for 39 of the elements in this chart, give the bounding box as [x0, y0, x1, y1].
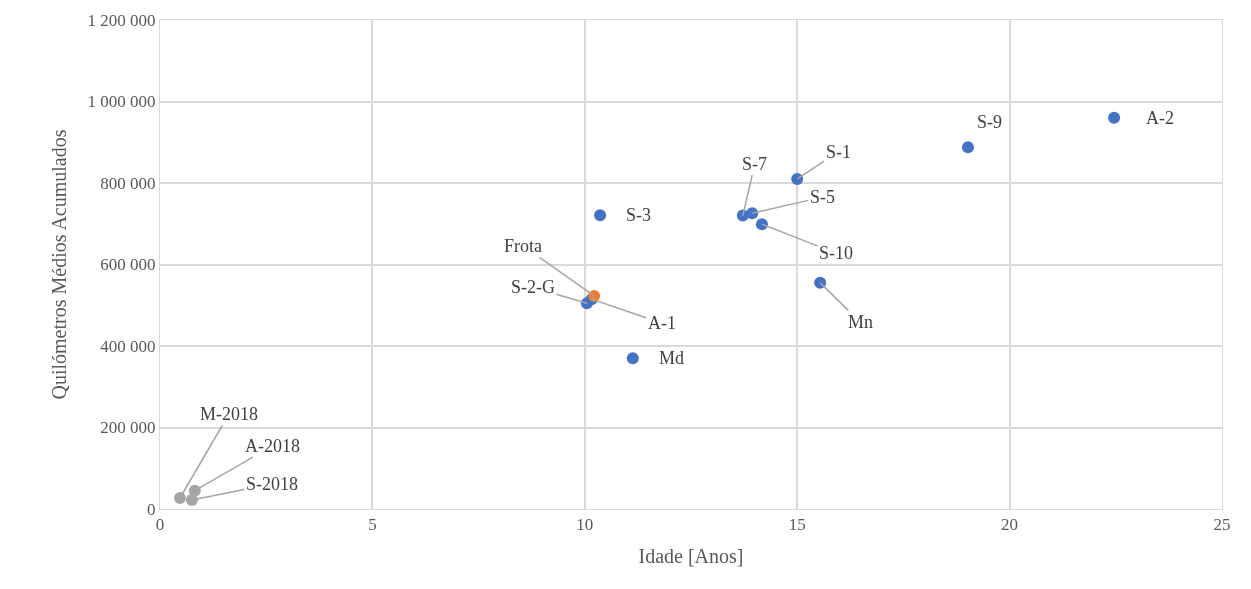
- y-tick-label: 1 200 000: [87, 10, 156, 30]
- y-tick-label: 800 000: [100, 173, 156, 193]
- y-tick-label: 200 000: [100, 418, 156, 438]
- annotation: S-1: [826, 142, 852, 162]
- point: [755, 218, 768, 231]
- x-tick-label: 5: [368, 515, 377, 535]
- y-tick-label: 0: [147, 499, 156, 519]
- annotation: A-2: [1146, 108, 1174, 128]
- annotation: Md: [659, 348, 685, 368]
- point: [791, 172, 804, 185]
- annotation: Mn: [848, 312, 874, 332]
- x-tick-label: 20: [1001, 515, 1019, 535]
- point: [961, 141, 974, 154]
- y-tick-label: 1 000 000: [87, 92, 156, 112]
- annotation: A-2018: [245, 436, 300, 456]
- annotation: S-7: [742, 154, 768, 174]
- point: [626, 352, 639, 365]
- annotation: S-5: [810, 187, 836, 207]
- point: [173, 492, 186, 504]
- point: [185, 494, 198, 507]
- annotation: S-10: [819, 243, 854, 263]
- x-axis-title: Idade [Anos]: [638, 544, 744, 567]
- annotation: S-9: [977, 112, 1003, 132]
- point: [814, 276, 827, 289]
- annotation: S-2018: [246, 474, 299, 494]
- y-tick-label: 400 000: [100, 336, 156, 356]
- y-tick-label: 600 000: [100, 255, 156, 275]
- x-tick-label: 15: [788, 515, 806, 535]
- annotation: S-3: [626, 205, 652, 225]
- point: [746, 207, 759, 220]
- x-tick-label: 25: [1213, 515, 1231, 535]
- point: [594, 209, 607, 222]
- annotation: A-1: [648, 313, 676, 333]
- x-tick-label: 10: [576, 515, 594, 535]
- annotation: S-2-G: [511, 277, 555, 297]
- annotation: M-2018: [200, 404, 258, 424]
- y-axis-title: Quilómetros Médios Acumulados: [48, 129, 71, 400]
- point: [1108, 111, 1121, 124]
- annotation: Frota: [504, 236, 543, 256]
